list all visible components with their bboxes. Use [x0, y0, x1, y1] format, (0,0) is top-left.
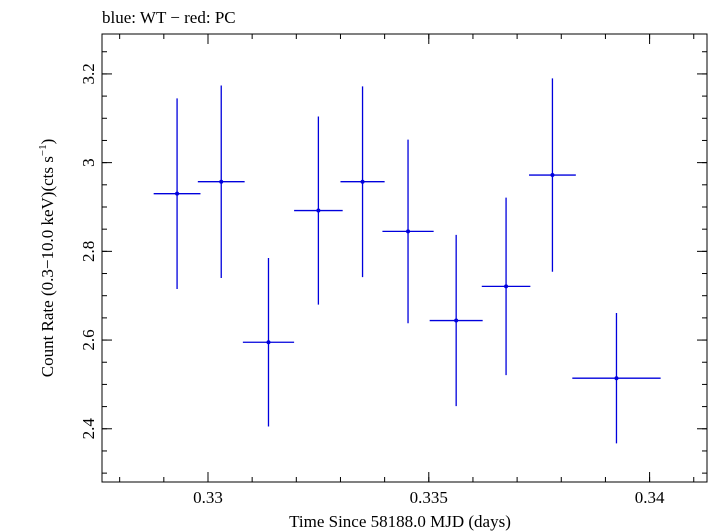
x-tick-labels: 0.33 0.335 0.34 [193, 488, 665, 507]
data-marker [504, 284, 509, 289]
data-point [529, 78, 576, 272]
axis-ticks [102, 34, 707, 482]
data-marker [550, 173, 555, 178]
x-axis-label: Time Since 58188.0 MJD (days) [289, 512, 511, 531]
data-point [340, 86, 385, 278]
data-marker [266, 340, 271, 345]
y-tick-label: 2.4 [79, 418, 98, 440]
data-marker [406, 229, 411, 234]
data-marker [316, 208, 321, 213]
data-point [197, 85, 245, 278]
x-tick-label: 0.335 [410, 488, 448, 507]
data-point [481, 197, 531, 376]
data-series [153, 78, 661, 444]
data-point [242, 258, 295, 427]
data-point [572, 313, 661, 444]
x-tick-label: 0.33 [193, 488, 223, 507]
data-marker [614, 376, 619, 381]
data-marker [454, 318, 459, 323]
data-point [382, 139, 434, 324]
y-tick-label: 3.2 [79, 63, 98, 84]
chart-title: blue: WT − red: PC [102, 8, 236, 27]
data-marker [360, 179, 365, 184]
data-point [294, 116, 343, 305]
y-axis-label-main: Count Rate (0.3−10.0 keV)(cts s [38, 156, 57, 377]
y-tick-label: 2.6 [79, 329, 98, 350]
x-tick-label: 0.34 [635, 488, 665, 507]
y-axis-label-end: ) [38, 139, 57, 145]
data-point [153, 98, 201, 290]
y-tick-labels: 2.4 2.6 2.8 3 3.2 [79, 63, 98, 439]
data-marker [219, 179, 224, 184]
data-marker [175, 191, 180, 196]
y-tick-label: 2.8 [79, 241, 98, 262]
y-axis-label: Count Rate (0.3−10.0 keV)(cts s−1) [37, 139, 57, 378]
y-tick-label: 3 [79, 158, 98, 167]
plot-frame [101, 33, 708, 483]
y-axis-label-superscript: −1 [37, 144, 49, 156]
data-point [429, 234, 483, 407]
